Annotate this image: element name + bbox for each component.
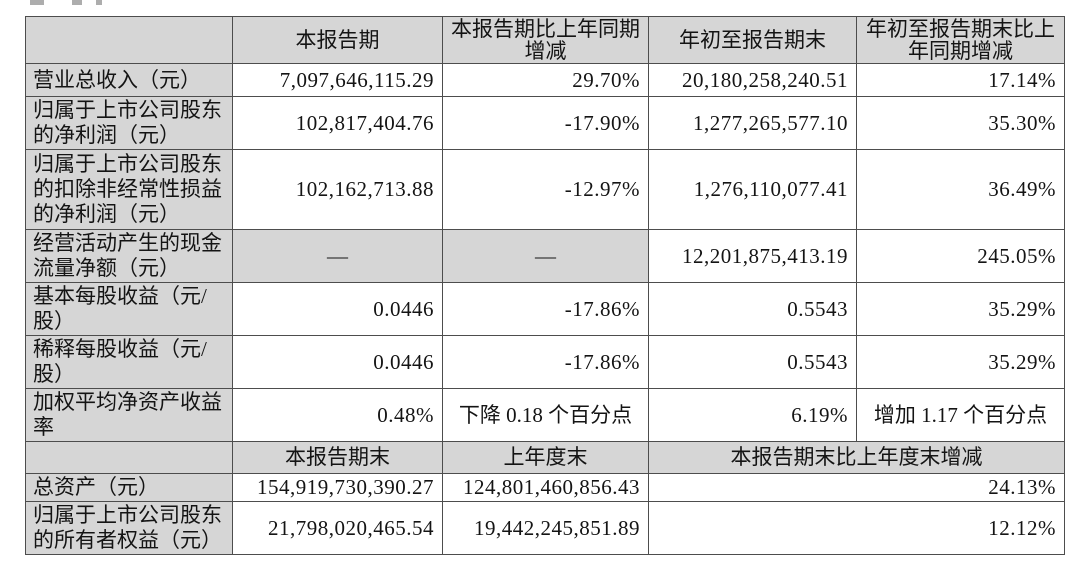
row-net-profit-attributable: 归属于上市公司股东的净利润（元） 102,817,404.76 -17.90% … xyxy=(25,96,1065,150)
header-period-end-vs-year-end-change: 本报告期末比上年度末增减 xyxy=(648,441,1065,474)
cell-basic-eps-ytd-yoy: 35.29% xyxy=(856,282,1065,336)
header-current-period: 本报告期 xyxy=(232,16,443,64)
cell-revenue-ytd-yoy: 17.14% xyxy=(856,63,1065,97)
row-label-net-profit-attributable: 归属于上市公司股东的净利润（元） xyxy=(25,96,233,150)
cell-net-profit-excl-yoy: -12.97% xyxy=(442,149,649,230)
cell-equity-change: 12.12% xyxy=(648,501,1065,555)
cell-net-profit-yoy: -17.90% xyxy=(442,96,649,150)
header-year-to-date-yoy-change: 年初至报告期末比上年同期增减 xyxy=(856,16,1065,64)
cell-revenue-current: 7,097,646,115.29 xyxy=(232,63,443,97)
row-operating-cash-flow: 经营活动产生的现金流量净额（元） — — 12,201,875,413.19 2… xyxy=(25,229,1065,283)
header-end-of-period: 本报告期末 xyxy=(232,441,443,474)
cell-diluted-eps-yoy: -17.86% xyxy=(442,335,649,389)
cell-roe-current: 0.48% xyxy=(232,388,443,442)
cell-total-assets-period-end: 154,919,730,390.27 xyxy=(232,473,443,502)
cell-equity-year-end: 19,442,245,851.89 xyxy=(442,501,649,555)
header-row-period-end: 本报告期末 上年度末 本报告期末比上年度末增减 xyxy=(25,441,1065,474)
clipped-text-artifact xyxy=(96,0,102,5)
cell-net-profit-ytd: 1,277,265,577.10 xyxy=(648,96,857,150)
cell-net-profit-excl-current: 102,162,713.88 xyxy=(232,149,443,230)
clipped-text-artifact xyxy=(30,0,44,5)
cell-diluted-eps-current: 0.0446 xyxy=(232,335,443,389)
cell-roe-yoy-change-text: 下降 0.18 个百分点 xyxy=(442,388,649,442)
cell-total-assets-year-end: 124,801,460,856.43 xyxy=(442,473,649,502)
row-label-net-profit-excl-nonrecurring: 归属于上市公司股东的扣除非经常性损益的净利润（元） xyxy=(25,149,233,230)
clipped-text-artifact xyxy=(72,0,82,5)
header-end-of-last-year: 上年度末 xyxy=(442,441,649,474)
row-label-equity-attributable: 归属于上市公司股东的所有者权益（元） xyxy=(25,501,233,555)
row-basic-eps: 基本每股收益（元/股） 0.0446 -17.86% 0.5543 35.29% xyxy=(25,282,1065,336)
row-total-assets: 总资产（元） 154,919,730,390.27 124,801,460,85… xyxy=(25,473,1065,502)
cell-roe-ytd: 6.19% xyxy=(648,388,857,442)
cell-equity-period-end: 21,798,020,465.54 xyxy=(232,501,443,555)
cell-net-profit-current: 102,817,404.76 xyxy=(232,96,443,150)
header-year-to-date: 年初至报告期末 xyxy=(648,16,857,64)
financial-summary-table: 本报告期 本报告期比上年同期增减 年初至报告期末 年初至报告期末比上年同期增减 … xyxy=(25,16,1065,555)
row-label-total-operating-revenue: 营业总收入（元） xyxy=(25,63,233,97)
cell-cash-flow-ytd: 12,201,875,413.19 xyxy=(648,229,857,283)
row-label-basic-eps: 基本每股收益（元/股） xyxy=(25,282,233,336)
cell-cash-flow-current-dash: — xyxy=(232,229,443,283)
cell-basic-eps-yoy: -17.86% xyxy=(442,282,649,336)
cell-revenue-ytd: 20,180,258,240.51 xyxy=(648,63,857,97)
row-equity-attributable: 归属于上市公司股东的所有者权益（元） 21,798,020,465.54 19,… xyxy=(25,501,1065,555)
cell-basic-eps-ytd: 0.5543 xyxy=(648,282,857,336)
cell-diluted-eps-ytd: 0.5543 xyxy=(648,335,857,389)
row-diluted-eps: 稀释每股收益（元/股） 0.0446 -17.86% 0.5543 35.29% xyxy=(25,335,1065,389)
row-label-diluted-eps: 稀释每股收益（元/股） xyxy=(25,335,233,389)
row-label-weighted-avg-roe: 加权平均净资产收益率 xyxy=(25,388,233,442)
row-label-operating-cash-flow: 经营活动产生的现金流量净额（元） xyxy=(25,229,233,283)
cell-total-assets-change: 24.13% xyxy=(648,473,1065,502)
cell-basic-eps-current: 0.0446 xyxy=(232,282,443,336)
row-total-operating-revenue: 营业总收入（元） 7,097,646,115.29 29.70% 20,180,… xyxy=(25,63,1065,97)
row-weighted-avg-roe: 加权平均净资产收益率 0.48% 下降 0.18 个百分点 6.19% 增加 1… xyxy=(25,388,1065,442)
header-empty-cell xyxy=(25,16,233,64)
header-current-period-yoy-change: 本报告期比上年同期增减 xyxy=(442,16,649,64)
row-label-total-assets: 总资产（元） xyxy=(25,473,233,502)
cell-net-profit-excl-ytd: 1,276,110,077.41 xyxy=(648,149,857,230)
cell-cash-flow-ytd-yoy: 245.05% xyxy=(856,229,1065,283)
header-row-period: 本报告期 本报告期比上年同期增减 年初至报告期末 年初至报告期末比上年同期增减 xyxy=(25,16,1065,64)
cell-roe-ytd-change-text: 增加 1.17 个百分点 xyxy=(856,388,1065,442)
cell-net-profit-ytd-yoy: 35.30% xyxy=(856,96,1065,150)
header2-empty-cell xyxy=(25,441,233,474)
cell-net-profit-excl-ytd-yoy: 36.49% xyxy=(856,149,1065,230)
row-net-profit-excl-nonrecurring: 归属于上市公司股东的扣除非经常性损益的净利润（元） 102,162,713.88… xyxy=(25,149,1065,230)
cell-revenue-yoy: 29.70% xyxy=(442,63,649,97)
cell-cash-flow-yoy-dash: — xyxy=(442,229,649,283)
cell-diluted-eps-ytd-yoy: 35.29% xyxy=(856,335,1065,389)
